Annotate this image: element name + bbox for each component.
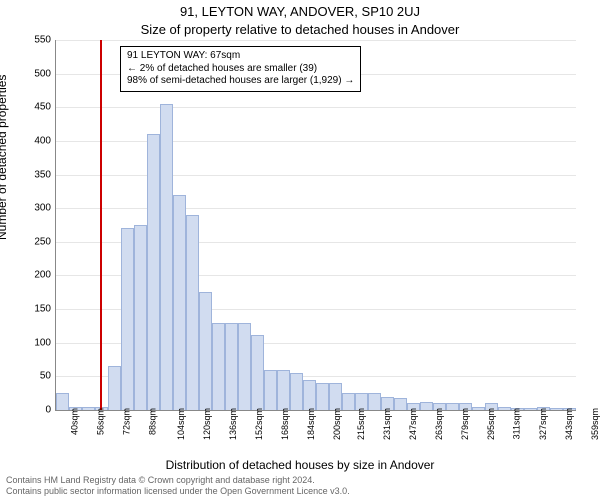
x-tick-label: 343sqm — [564, 408, 574, 440]
caption-line-2: Contains public sector information licen… — [6, 486, 594, 496]
caption: Contains HM Land Registry data © Crown c… — [6, 475, 594, 496]
histogram-bar — [498, 407, 511, 410]
page-subtitle: Size of property relative to detached ho… — [0, 22, 600, 37]
x-tick-label: 231sqm — [382, 408, 392, 440]
histogram-bar — [212, 323, 225, 410]
x-tick-label: 88sqm — [148, 408, 158, 435]
caption-line-1: Contains HM Land Registry data © Crown c… — [6, 475, 594, 485]
x-tick-label: 136sqm — [228, 408, 238, 440]
gridline — [56, 175, 576, 176]
info-box: 91 LEYTON WAY: 67sqm ← 2% of detached ho… — [120, 46, 361, 92]
histogram-bar — [524, 408, 537, 410]
x-tick-label: 311sqm — [512, 408, 522, 439]
histogram-bar — [238, 323, 251, 410]
histogram-bar — [290, 373, 303, 410]
y-tick-label: 250 — [34, 236, 51, 247]
x-tick-label: 40sqm — [70, 408, 80, 435]
x-tick-label: 327sqm — [538, 408, 548, 440]
y-tick-label: 200 — [34, 270, 51, 281]
histogram-bar — [199, 292, 212, 410]
x-tick-label: 200sqm — [332, 408, 342, 440]
histogram-bar — [134, 225, 147, 410]
page-title: 91, LEYTON WAY, ANDOVER, SP10 2UJ — [0, 4, 600, 19]
histogram-bar — [446, 403, 459, 410]
y-tick-label: 0 — [45, 405, 51, 416]
x-tick-label: 72sqm — [122, 408, 132, 435]
x-tick-label: 247sqm — [408, 408, 418, 440]
histogram-bar — [264, 370, 277, 410]
histogram-bar — [277, 370, 290, 410]
info-line-2: ← 2% of detached houses are smaller (39) — [127, 63, 354, 76]
y-tick-label: 100 — [34, 337, 51, 348]
x-tick-label: 56sqm — [96, 408, 106, 435]
x-tick-label: 184sqm — [306, 408, 316, 440]
histogram-bar — [329, 383, 342, 410]
histogram-bar — [147, 134, 160, 410]
gridline — [56, 208, 576, 209]
gridline — [56, 141, 576, 142]
info-line-3: 98% of semi-detached houses are larger (… — [127, 75, 354, 88]
histogram-bar — [316, 383, 329, 410]
histogram-bar — [186, 215, 199, 410]
histogram-bar — [550, 408, 563, 410]
y-tick-label: 450 — [34, 102, 51, 113]
x-tick-label: 152sqm — [254, 408, 264, 440]
x-tick-label: 263sqm — [434, 408, 444, 440]
histogram-bar — [82, 407, 95, 410]
histogram-plot: 40sqm56sqm72sqm88sqm104sqm120sqm136sqm15… — [55, 40, 576, 411]
histogram-bar — [342, 393, 355, 410]
histogram-bar — [420, 402, 433, 410]
y-tick-label: 350 — [34, 169, 51, 180]
y-tick-label: 50 — [40, 371, 51, 382]
histogram-bar — [121, 228, 134, 410]
histogram-bar — [251, 335, 264, 410]
y-tick-label: 150 — [34, 304, 51, 315]
y-tick-label: 300 — [34, 203, 51, 214]
x-tick-label: 359sqm — [590, 408, 600, 440]
histogram-bar — [173, 195, 186, 410]
histogram-bar — [56, 393, 69, 410]
y-tick-label: 500 — [34, 68, 51, 79]
x-tick-label: 104sqm — [176, 408, 186, 440]
histogram-bar — [160, 104, 173, 410]
y-tick-label: 550 — [34, 35, 51, 46]
histogram-bar — [225, 323, 238, 410]
gridline — [56, 40, 576, 41]
property-marker-line — [100, 40, 102, 410]
y-axis-label: Number of detached properties — [0, 75, 9, 240]
histogram-bar — [108, 366, 121, 410]
gridline — [56, 107, 576, 108]
y-tick-label: 400 — [34, 135, 51, 146]
histogram-bar — [368, 393, 381, 410]
x-tick-label: 215sqm — [356, 408, 366, 440]
histogram-bar — [303, 380, 316, 410]
x-tick-label: 279sqm — [460, 408, 470, 440]
x-tick-label: 168sqm — [280, 408, 290, 440]
x-tick-label: 120sqm — [202, 408, 212, 440]
x-axis-label: Distribution of detached houses by size … — [0, 458, 600, 472]
histogram-bar — [472, 407, 485, 410]
x-tick-label: 295sqm — [486, 408, 496, 440]
histogram-bar — [394, 398, 407, 410]
info-line-1: 91 LEYTON WAY: 67sqm — [127, 50, 354, 63]
